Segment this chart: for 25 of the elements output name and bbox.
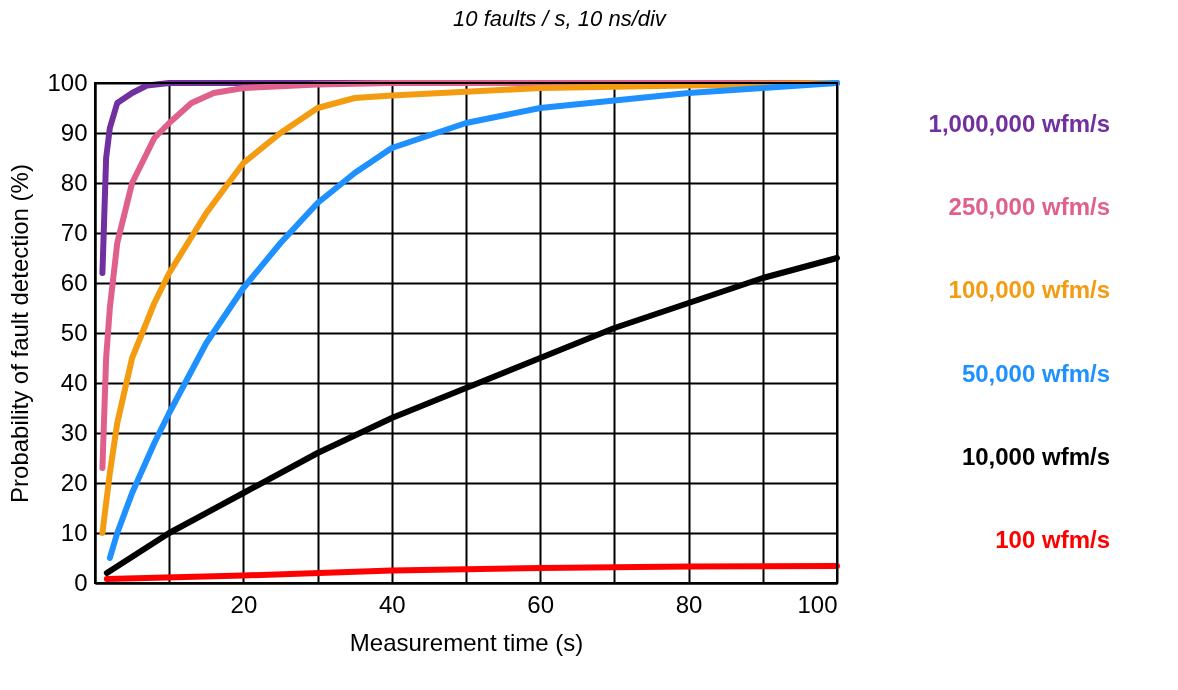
y-tick-label: 10 xyxy=(60,518,88,546)
y-tick-label: 80 xyxy=(60,168,88,196)
y-tick-label: 40 xyxy=(60,368,88,396)
y-tick-label: 0 xyxy=(74,568,88,596)
text: 100,000 wfm/s xyxy=(948,276,1110,304)
y-tick-label: 70 xyxy=(60,218,88,246)
x-tick-label: 100 xyxy=(797,590,838,618)
text: 250,000 wfm/s xyxy=(948,193,1110,220)
text: 10,000 wfm/s xyxy=(961,443,1110,470)
y-tick-label: 20 xyxy=(60,468,88,496)
chart-title: 10 faults / s, 10 ns/div xyxy=(453,6,668,31)
x-tick-label: 80 xyxy=(675,590,703,618)
text: 100 wfm/s xyxy=(995,526,1110,554)
x-tick-label: 40 xyxy=(378,590,406,618)
x-tick-label: 20 xyxy=(230,590,258,618)
y-tick-label: 60 xyxy=(60,268,88,296)
y-tick-label: 30 xyxy=(60,418,88,446)
text: 50,000 wfm/s xyxy=(961,359,1110,387)
y-tick-label: 90 xyxy=(60,118,88,146)
y-axis-title: Probability of fault detection (%) xyxy=(6,164,34,503)
x-tick-label: 60 xyxy=(527,590,555,618)
text: 1,000,000 wfm/s xyxy=(928,109,1110,137)
x-axis-title: Measurement time (s) xyxy=(349,628,584,656)
y-tick-label: 50 xyxy=(60,318,88,346)
y-tick-label: 100 xyxy=(47,68,88,96)
